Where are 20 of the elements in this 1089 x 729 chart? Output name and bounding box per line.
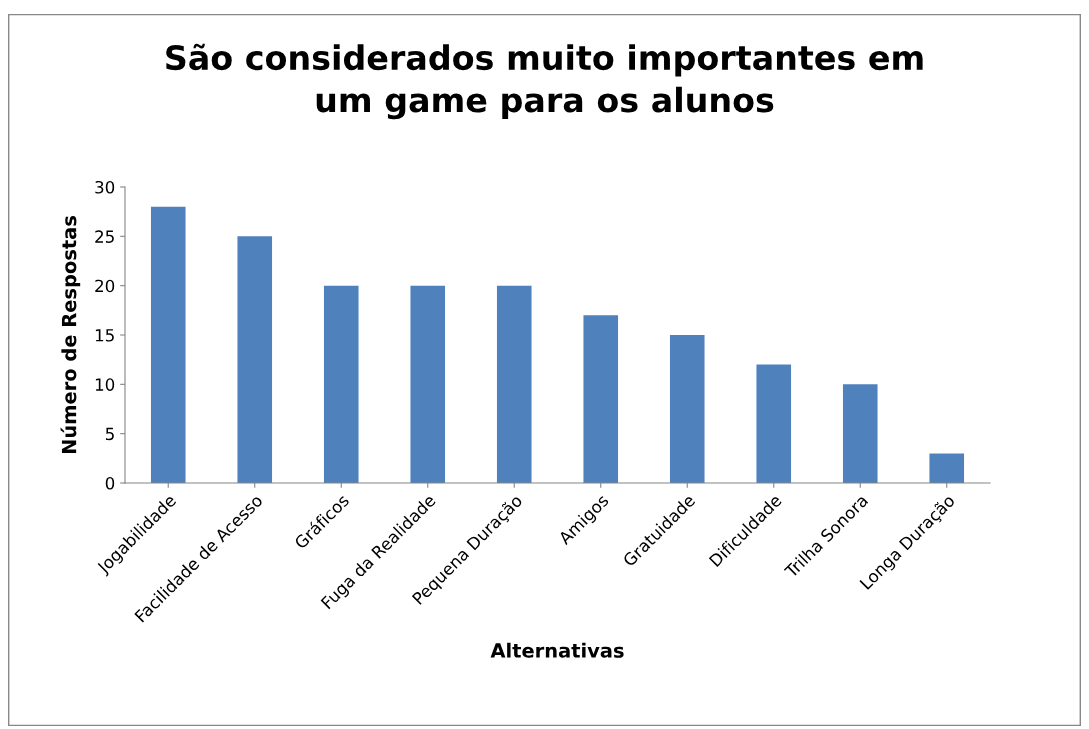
bar [150,206,186,483]
y-tick-label: 20 [95,279,115,293]
y-tick-label: 5 [105,427,114,441]
bar [323,285,359,483]
y-tick-label: 25 [95,230,114,243]
bar [237,236,273,483]
bar [496,285,532,483]
bar [756,364,792,483]
bar [929,453,965,483]
x-axis-title: Alternativas [490,642,624,658]
y-axis-title: Número de Respostas [60,216,81,454]
y-tick-label: 15 [95,329,114,342]
chart-title: São considerados muito importantes em um game para os alunos [166,43,923,120]
bar [842,384,878,483]
y-tick-label: 0 [105,476,115,490]
y-tick-label: 30 [95,180,115,194]
y-tick-label: 10 [95,378,115,391]
bar [583,315,619,483]
bar [669,335,705,483]
bar [410,285,446,483]
